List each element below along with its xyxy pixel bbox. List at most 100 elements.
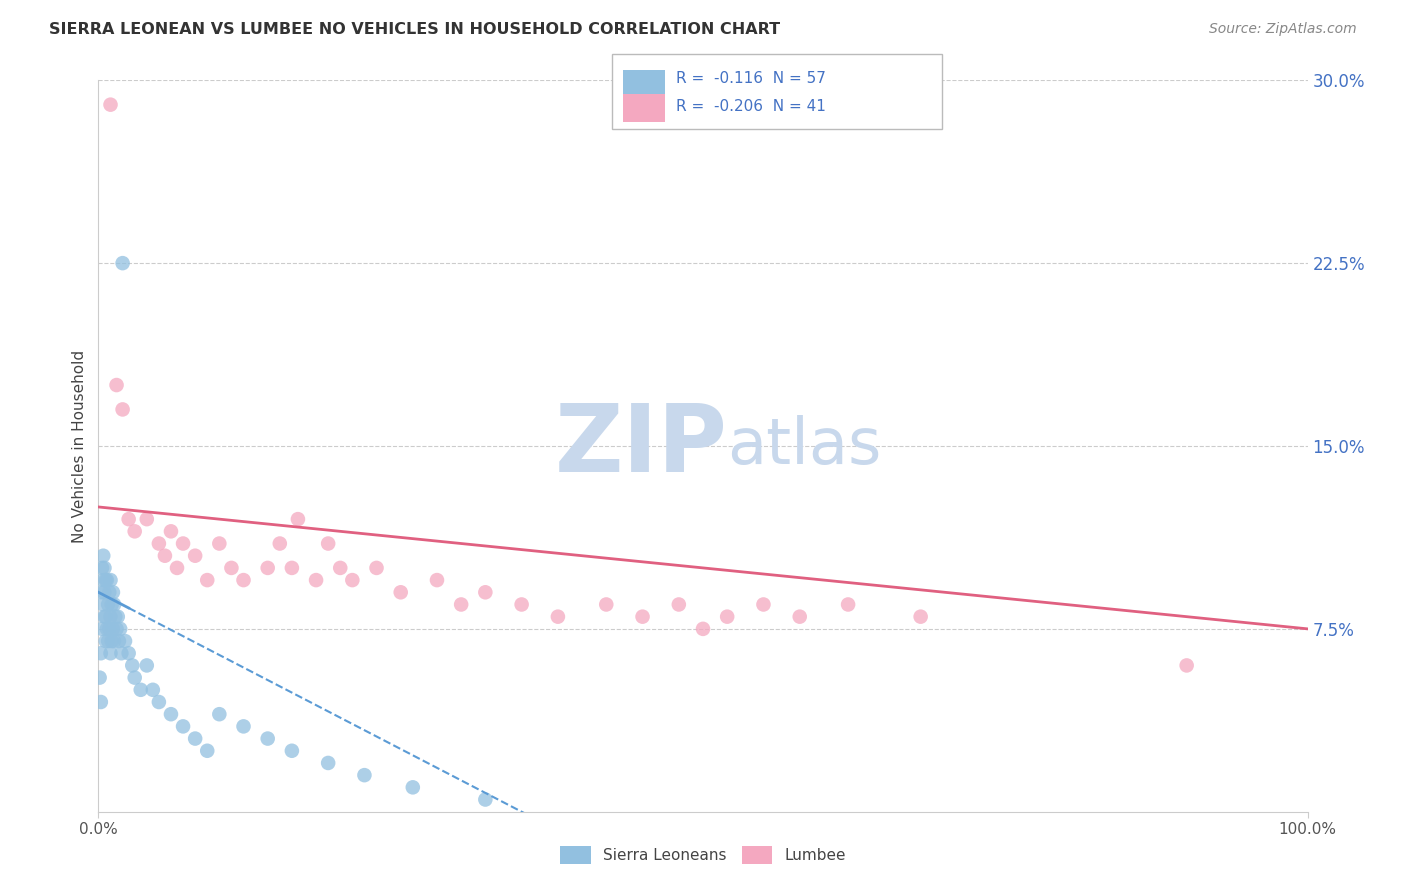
Text: Source: ZipAtlas.com: Source: ZipAtlas.com: [1209, 22, 1357, 37]
Point: [426, 573, 449, 587]
Point: [114, 634, 136, 648]
Point: [118, 512, 141, 526]
Text: atlas: atlas: [727, 415, 882, 477]
Point: [353, 768, 375, 782]
Point: [342, 573, 364, 587]
Point: [160, 707, 183, 722]
Point: [103, 598, 125, 612]
Point: [474, 585, 496, 599]
Point: [118, 646, 141, 660]
Point: [1175, 658, 1198, 673]
Point: [91, 622, 114, 636]
Point: [547, 609, 569, 624]
Point: [595, 598, 617, 612]
Point: [221, 561, 243, 575]
Point: [100, 609, 122, 624]
Point: [124, 524, 146, 539]
Point: [142, 682, 165, 697]
Point: [91, 549, 114, 563]
Point: [101, 585, 124, 599]
Point: [172, 719, 194, 733]
Point: [100, 646, 122, 660]
Point: [837, 598, 859, 612]
Point: [97, 598, 120, 612]
Point: [93, 585, 115, 599]
Point: [668, 598, 690, 612]
Point: [510, 598, 533, 612]
Point: [474, 792, 496, 806]
Point: [402, 780, 425, 795]
Point: [305, 573, 328, 587]
Point: [148, 695, 170, 709]
Point: [389, 585, 412, 599]
Point: [91, 561, 114, 575]
Point: [195, 744, 218, 758]
Point: [256, 731, 278, 746]
Point: [184, 549, 207, 563]
Point: [256, 561, 278, 575]
Point: [153, 549, 176, 563]
Point: [111, 256, 134, 270]
Point: [287, 512, 309, 526]
Point: [89, 671, 111, 685]
Point: [789, 609, 811, 624]
Point: [195, 573, 218, 587]
Text: SIERRA LEONEAN VS LUMBEE NO VEHICLES IN HOUSEHOLD CORRELATION CHART: SIERRA LEONEAN VS LUMBEE NO VEHICLES IN …: [49, 22, 780, 37]
Point: [107, 609, 129, 624]
Legend: Sierra Leoneans, Lumbee: Sierra Leoneans, Lumbee: [554, 840, 852, 870]
Point: [910, 609, 932, 624]
Point: [692, 622, 714, 636]
Point: [108, 622, 131, 636]
Point: [172, 536, 194, 550]
Point: [135, 658, 157, 673]
Point: [281, 744, 304, 758]
Point: [366, 561, 388, 575]
Text: R =  -0.116  N = 57: R = -0.116 N = 57: [676, 71, 827, 86]
Point: [208, 707, 231, 722]
Point: [184, 731, 207, 746]
Point: [96, 573, 118, 587]
Point: [100, 634, 122, 648]
Point: [93, 609, 115, 624]
Point: [631, 609, 654, 624]
Point: [148, 536, 170, 550]
Point: [94, 609, 117, 624]
Point: [94, 573, 117, 587]
Point: [100, 97, 122, 112]
Point: [316, 536, 339, 550]
Point: [208, 536, 231, 550]
Point: [105, 622, 128, 636]
Point: [450, 598, 472, 612]
Point: [103, 634, 125, 648]
Point: [105, 378, 128, 392]
Point: [232, 573, 254, 587]
Point: [90, 695, 112, 709]
Point: [91, 573, 114, 587]
Point: [232, 719, 254, 733]
Point: [269, 536, 291, 550]
Point: [93, 561, 115, 575]
Point: [97, 634, 120, 648]
Point: [96, 622, 118, 636]
Point: [111, 402, 134, 417]
Point: [716, 609, 738, 624]
Point: [110, 646, 132, 660]
Point: [129, 682, 152, 697]
Text: R =  -0.206  N = 41: R = -0.206 N = 41: [676, 99, 827, 113]
Point: [160, 524, 183, 539]
Point: [121, 658, 143, 673]
Point: [281, 561, 304, 575]
Point: [98, 585, 121, 599]
Point: [90, 646, 112, 660]
Point: [329, 561, 352, 575]
Point: [124, 671, 146, 685]
Y-axis label: No Vehicles in Household: No Vehicles in Household: [72, 350, 87, 542]
Text: ZIP: ZIP: [554, 400, 727, 492]
Point: [108, 634, 131, 648]
Point: [752, 598, 775, 612]
Point: [91, 598, 114, 612]
Point: [98, 622, 121, 636]
Point: [101, 622, 124, 636]
Point: [316, 756, 339, 770]
Point: [100, 598, 122, 612]
